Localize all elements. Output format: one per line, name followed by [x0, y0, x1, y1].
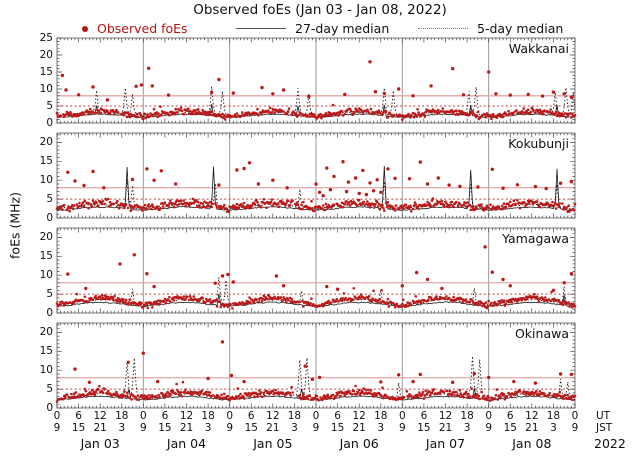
- x-tick-ut: 18: [287, 410, 302, 422]
- x-tick-jst: 15: [244, 422, 258, 434]
- day-label: Jan 06: [339, 436, 379, 451]
- legend-item-median27: 27-day median: [236, 21, 389, 36]
- y-tick-label: 15: [39, 66, 53, 78]
- y-tick-label: 10: [39, 83, 53, 95]
- x-tick-jst: 9: [226, 422, 233, 434]
- day-label: Jan 03: [80, 436, 120, 451]
- day-label: Jan 05: [253, 436, 293, 451]
- x-tick-jst: 3: [463, 422, 471, 434]
- ut-axis-label: UT: [596, 410, 611, 422]
- x-tick-jst: 15: [503, 422, 517, 434]
- x-tick-ut: 18: [374, 410, 388, 422]
- x-tick-jst: 9: [53, 422, 61, 434]
- x-tick-ut: 0: [485, 410, 492, 422]
- x-tick-ut: 18: [115, 410, 129, 422]
- panel-label-okinawa: Okinawa: [514, 326, 569, 341]
- y-tick-label: 20: [39, 136, 53, 149]
- x-tick-ut: 6: [247, 410, 255, 422]
- x-tick-ut: 18: [460, 410, 474, 422]
- x-tick-ut: 0: [312, 410, 320, 422]
- observed-dot-icon: [82, 25, 88, 32]
- x-tick-jst: 9: [139, 422, 147, 434]
- x-tick-ut: 12: [352, 410, 366, 422]
- x-tick-jst: 9: [571, 422, 579, 434]
- y-tick-label: 0: [46, 402, 53, 414]
- y-tick-label: 20: [39, 326, 53, 339]
- y-tick-label: 10: [39, 364, 53, 377]
- x-tick-jst: 21: [266, 422, 280, 434]
- x-tick-ut: 0: [53, 410, 61, 422]
- y-tick-label: 20: [39, 49, 53, 61]
- x-tick-ut: 12: [179, 410, 194, 422]
- x-tick-jst: 15: [158, 422, 172, 434]
- x-tick-ut: 6: [161, 410, 169, 422]
- x-tick-ut: 18: [546, 410, 561, 422]
- panel-label-wakkanai: Wakkanai: [508, 41, 569, 56]
- x-tick-ut: 12: [525, 410, 539, 422]
- x-tick-jst: 21: [93, 422, 107, 434]
- day-label: Jan 07: [425, 436, 466, 451]
- panel-label-yamagawa: Yamagawa: [502, 231, 569, 246]
- x-tick-ut: 6: [420, 410, 428, 422]
- x-tick-jst: 9: [312, 422, 320, 434]
- x-tick-jst: 9: [485, 422, 492, 434]
- solid-line-icon: [236, 28, 286, 29]
- y-tick-label: 0: [46, 117, 53, 129]
- x-tick-jst: 3: [291, 422, 298, 434]
- legend-item-observed: Observed foEs: [82, 21, 188, 36]
- day-label: Jan 08: [512, 436, 552, 451]
- day-label: Jan 04: [166, 436, 207, 451]
- x-tick-ut: 12: [266, 410, 280, 422]
- x-tick-ut: 6: [334, 410, 341, 422]
- legend-median5-label: 5-day median: [477, 21, 564, 36]
- x-tick-jst: 15: [71, 422, 86, 434]
- chart-title: Observed foEs (Jan 03 - Jan 08, 2022): [193, 2, 447, 18]
- legend-item-median5: 5-day median: [418, 21, 563, 36]
- y-tick-label: 0: [46, 212, 53, 224]
- y-tick-label: 0: [46, 307, 53, 319]
- x-tick-ut: 0: [398, 410, 406, 422]
- x-tick-ut: 18: [201, 410, 215, 422]
- jst-axis-label: JST: [596, 422, 613, 434]
- legend-median27-label: 27-day median: [295, 21, 390, 36]
- year-label: 2022: [594, 436, 626, 451]
- x-tick-ut: 6: [75, 410, 82, 422]
- x-tick-ut: 12: [438, 410, 453, 422]
- y-tick-label: 20: [39, 231, 53, 244]
- legend-observed-label: Observed foEs: [97, 21, 188, 36]
- y-tick-label: 5: [46, 100, 53, 112]
- x-tick-jst: 21: [179, 422, 194, 434]
- y-tick-label: 15: [39, 345, 53, 358]
- x-tick-ut: 0: [571, 410, 579, 422]
- x-tick-jst: 3: [204, 422, 212, 434]
- x-tick-jst: 21: [525, 422, 539, 434]
- x-tick-jst: 9: [398, 422, 406, 434]
- x-tick-jst: 3: [550, 422, 557, 434]
- y-tick-label: 10: [39, 269, 53, 282]
- x-tick-jst: 15: [330, 422, 345, 434]
- x-tick-ut: 0: [226, 410, 233, 422]
- x-tick-jst: 21: [438, 422, 453, 434]
- y-tick-label: 5: [46, 383, 53, 396]
- y-tick-label: 15: [39, 155, 53, 168]
- x-tick-ut: 12: [93, 410, 107, 422]
- x-tick-jst: 15: [417, 422, 431, 434]
- y-tick-label: 25: [39, 32, 53, 44]
- x-tick-ut: 0: [139, 410, 147, 422]
- x-tick-jst: 3: [118, 422, 126, 434]
- x-tick-ut: 6: [506, 410, 514, 422]
- y-tick-label: 5: [46, 193, 53, 206]
- x-tick-jst: 3: [377, 422, 385, 434]
- dotted-line-icon: [418, 28, 468, 29]
- y-tick-label: 5: [46, 288, 53, 301]
- y-tick-label: 10: [39, 174, 53, 187]
- x-tick-jst: 21: [352, 422, 366, 434]
- panel-label-kokubunji: Kokubunji: [508, 136, 569, 151]
- y-tick-label: 15: [39, 250, 53, 263]
